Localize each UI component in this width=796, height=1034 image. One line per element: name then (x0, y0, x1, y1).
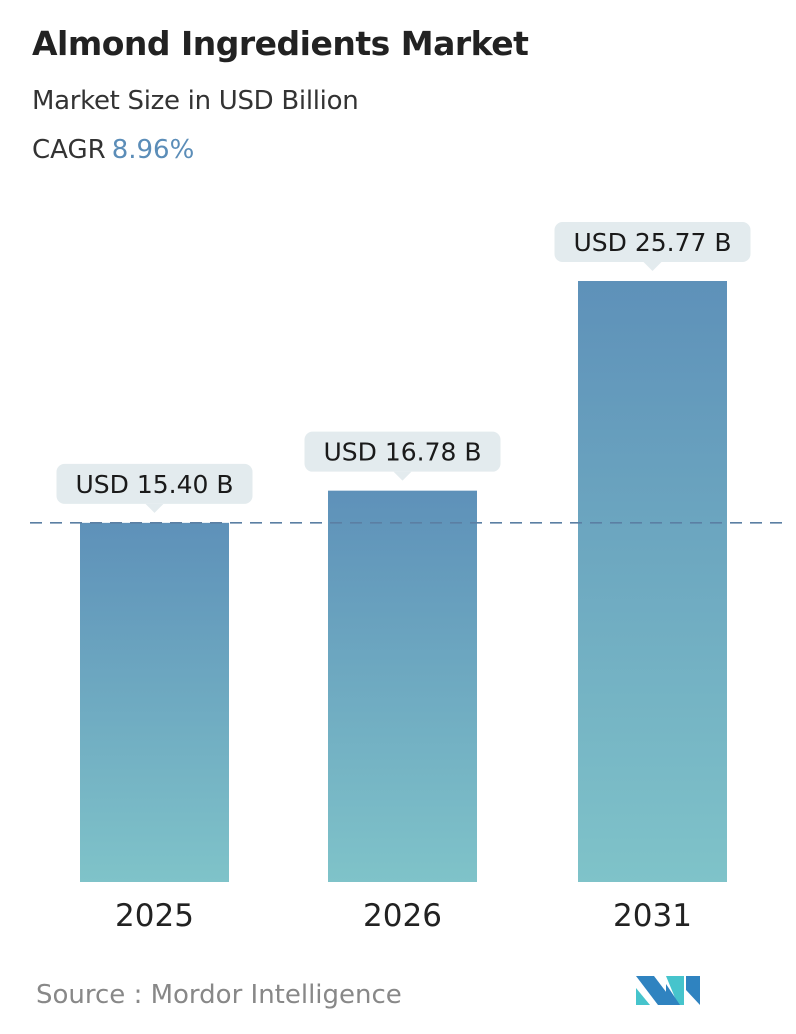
data-label-pointer (145, 503, 164, 513)
source-text: Source : Mordor Intelligence (36, 980, 402, 1010)
x-tick-label: 2025 (115, 898, 194, 934)
data-label-box (304, 431, 501, 472)
data-label-pointer (393, 471, 412, 481)
data-label: USD 15.40 B (75, 470, 233, 499)
cagr-label: CAGR (32, 135, 106, 165)
data-label-box (56, 463, 253, 504)
x-tick-label: 2026 (363, 898, 442, 934)
chart-title: Almond Ingredients Market (32, 24, 529, 63)
chart-subtitle: Market Size in USD Billion (32, 86, 359, 116)
x-tick-label: 2031 (613, 898, 692, 934)
bar-2025 (80, 522, 229, 882)
data-label-pointer (643, 262, 662, 271)
bar-2026 (328, 490, 477, 882)
data-label-box (554, 222, 751, 262)
data-label: USD 16.78 B (323, 438, 481, 467)
data-label: USD 25.77 B (573, 228, 731, 257)
bar-2031 (578, 281, 727, 882)
cagr-value: 8.96% (111, 135, 195, 165)
cagr: CAGR 8.96% (32, 135, 194, 165)
